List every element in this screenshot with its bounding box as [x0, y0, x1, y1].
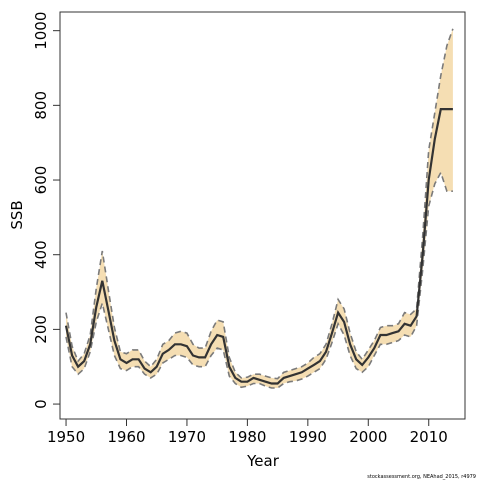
- x-tick-label: 1960: [107, 428, 145, 446]
- lower-bound-line: [65, 170, 453, 389]
- y-tick-label: 1000: [32, 12, 50, 50]
- credit-text: stockassessment.org, NEAhad_2015, r4979: [367, 474, 476, 480]
- upper-bound-line: [65, 28, 454, 380]
- y-axis-title: SSB: [8, 200, 26, 229]
- y-tick-label: 800: [32, 91, 50, 120]
- x-tick-label: 1980: [228, 428, 266, 446]
- y-axis: 0 200 400 600 800 1000: [32, 12, 61, 409]
- x-tick-label: 2010: [410, 428, 448, 446]
- x-axis: 1950 1960 1970 1980 1990 2000 2010: [47, 418, 448, 446]
- y-tick-label: 400: [32, 240, 50, 269]
- y-tick-label: 600: [32, 166, 50, 195]
- x-tick-label: 1970: [168, 428, 206, 446]
- confidence-band: [66, 28, 453, 389]
- plot-layer: [64, 28, 454, 389]
- y-tick-label: 200: [32, 315, 50, 344]
- x-tick-label: 1990: [289, 428, 327, 446]
- y-tick-label: 0: [32, 399, 50, 409]
- x-tick-label: 1950: [47, 428, 85, 446]
- x-tick-label: 2000: [349, 428, 387, 446]
- ssb-estimate-line: [64, 107, 453, 385]
- x-axis-title: Year: [246, 452, 280, 470]
